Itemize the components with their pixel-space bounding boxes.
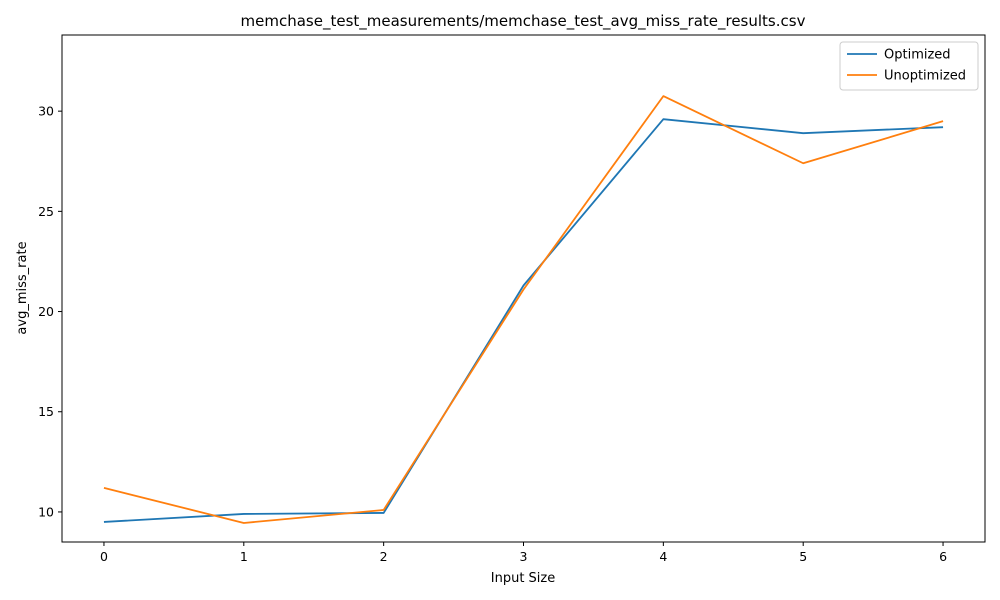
x-tick-label: 4 xyxy=(659,549,667,564)
plot-area: 0 1 2 3 4 5 6 10 15 20 25 30 xyxy=(38,95,947,564)
x-tick-label: 6 xyxy=(939,549,947,564)
y-tick-label: 30 xyxy=(38,104,54,119)
legend: Optimized Unoptimized xyxy=(839,41,979,91)
x-tick-label: 5 xyxy=(799,549,807,564)
x-tick-label: 2 xyxy=(380,549,388,564)
y-axis-title: avg_miss_rate xyxy=(15,241,30,334)
x-tick-label: 1 xyxy=(240,549,248,564)
y-tick-label: 15 xyxy=(38,404,54,419)
x-tick-label: 3 xyxy=(520,549,528,564)
y-tick-label: 10 xyxy=(38,504,54,519)
x-axis-title: Input Size xyxy=(491,571,555,586)
series-line-optimized xyxy=(103,118,944,523)
chart-title: memchase_test_measurements/memchase_test… xyxy=(241,12,806,31)
y-tick-label: 20 xyxy=(38,304,54,319)
y-tick-label: 25 xyxy=(38,204,54,219)
legend-label-optimized: Optimized xyxy=(884,48,951,63)
legend-label-unoptimized: Unoptimized xyxy=(884,69,966,84)
plot-frame xyxy=(61,34,986,543)
series-line-unoptimized xyxy=(103,95,944,524)
x-tick-label: 0 xyxy=(100,549,108,564)
